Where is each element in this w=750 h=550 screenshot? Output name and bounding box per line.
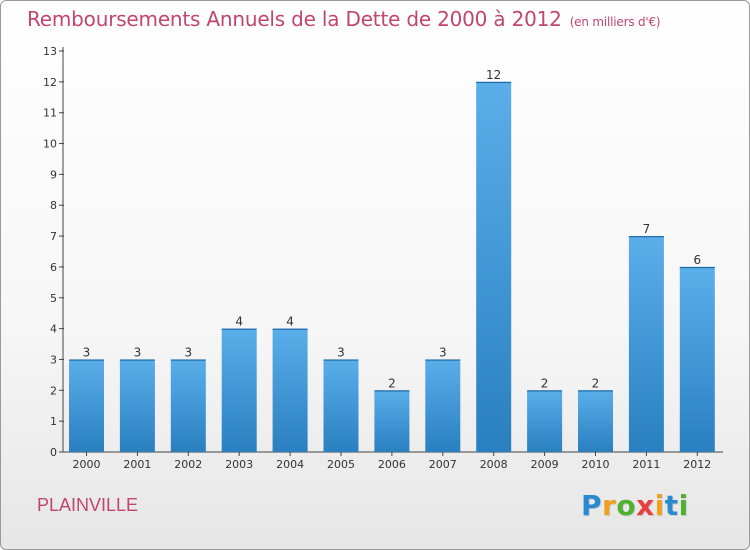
bar-2007: [425, 359, 461, 452]
data-label-2004: 4: [286, 315, 294, 329]
bar-2004: [272, 328, 308, 452]
data-label-2006: 2: [388, 376, 396, 390]
x-tick-label-2009: 2009: [531, 458, 559, 471]
chart-subtitle: (en milliers d'€): [569, 15, 661, 29]
data-label-2009: 2: [541, 376, 549, 390]
x-tick-label-2012: 2012: [683, 458, 711, 471]
x-tick-label-2010: 2010: [582, 458, 610, 471]
y-tick-label: 8: [50, 199, 57, 212]
logo-letter: P: [581, 489, 603, 522]
data-label-2001: 3: [134, 345, 142, 359]
logo-letter: x: [636, 489, 655, 522]
data-label-2012: 6: [693, 253, 701, 267]
data-label-2003: 4: [235, 315, 243, 329]
y-tick-label: 13: [43, 45, 57, 58]
y-tick-label: 5: [50, 292, 57, 305]
bar-top-edge: [374, 390, 410, 392]
bar-2012: [679, 266, 715, 452]
data-label-2000: 3: [83, 345, 91, 359]
x-tick-label-2001: 2001: [123, 458, 151, 471]
bar-2000: [69, 359, 104, 452]
bar-2010: [578, 390, 613, 452]
y-tick-label: 12: [43, 76, 57, 89]
data-label-2005: 3: [337, 345, 345, 359]
bar-2011: [628, 236, 664, 452]
commune-name: PLAINVILLE: [37, 495, 139, 515]
x-tick-label-2008: 2008: [480, 458, 508, 471]
bar-2006: [374, 390, 410, 452]
bar-top-edge: [221, 328, 257, 330]
data-label-2002: 3: [184, 345, 192, 359]
y-tick-label: 2: [50, 384, 57, 397]
chart-title-text: Remboursements Annuels de la Dette de 20…: [27, 7, 562, 31]
logo-letter: i: [678, 489, 689, 522]
bar-top-edge: [425, 359, 461, 361]
x-tick-label-2004: 2004: [276, 458, 304, 471]
x-tick-label-2002: 2002: [174, 458, 202, 471]
bar-top-edge: [323, 359, 359, 361]
y-tick-label: 4: [50, 323, 57, 336]
bar-top-edge: [476, 81, 512, 84]
bar-2001: [119, 359, 155, 452]
bar-top-edge: [527, 390, 563, 392]
bar-top-edge: [628, 236, 664, 238]
logo-letter: o: [616, 489, 637, 522]
bar-2003: [221, 328, 257, 452]
bar-top-edge: [578, 390, 613, 392]
bar-top-edge: [119, 359, 155, 361]
y-tick-label: 3: [50, 353, 57, 366]
data-label-2007: 3: [439, 345, 447, 359]
y-tick-label: 11: [43, 107, 57, 120]
bar-top-edge: [170, 359, 206, 361]
bar-top-edge: [679, 266, 715, 269]
chart-title: Remboursements Annuels de la Dette de 20…: [27, 7, 661, 31]
logo-letter: r: [602, 489, 617, 522]
data-label-2011: 7: [643, 222, 651, 236]
bar-2002: [170, 359, 206, 452]
x-tick-label-2000: 2000: [73, 458, 101, 471]
x-tick-label-2006: 2006: [378, 458, 406, 471]
bar-top-edge: [69, 359, 104, 361]
y-tick-label: 6: [50, 261, 57, 274]
logo-letter: t: [664, 489, 679, 522]
logo-letter: i: [654, 489, 665, 522]
y-tick-label: 7: [50, 230, 57, 243]
y-tick-label: 1: [50, 415, 57, 428]
x-tick-label-2005: 2005: [327, 458, 355, 471]
x-tick-label-2011: 2011: [632, 458, 660, 471]
y-tick-label: 0: [50, 446, 57, 459]
bar-2009: [527, 390, 563, 452]
y-tick-label: 10: [43, 138, 57, 151]
bar-2008: [476, 81, 512, 452]
x-tick-label-2003: 2003: [225, 458, 253, 471]
data-label-2008: 12: [486, 68, 501, 82]
bar-2005: [323, 359, 359, 452]
proxiti-logo[interactable]: Proxiti: [581, 489, 701, 525]
x-tick-label-2007: 2007: [429, 458, 457, 471]
y-tick-label: 9: [50, 168, 57, 181]
bar-top-edge: [272, 328, 308, 330]
data-label-2010: 2: [592, 376, 600, 390]
